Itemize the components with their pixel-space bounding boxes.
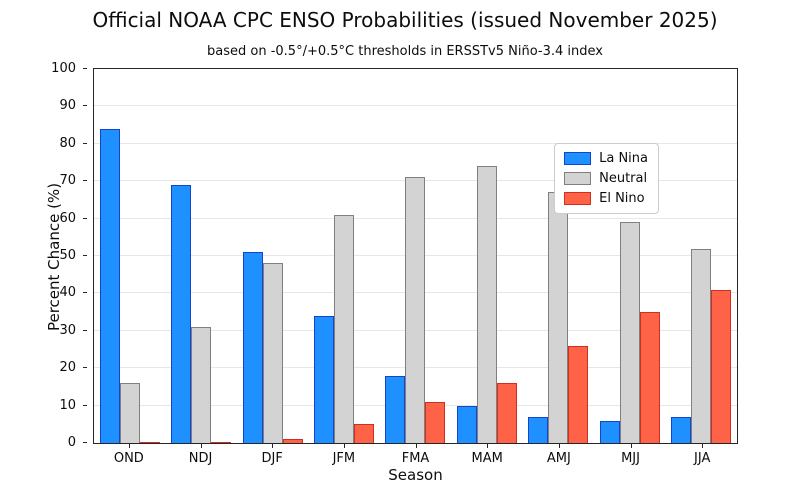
bar-neutral-ndj	[191, 327, 212, 443]
bar-la-nina-jja	[671, 416, 692, 443]
bar-neutral-djf	[262, 263, 283, 443]
x-tick-mark	[630, 444, 632, 448]
bar-group-ndj	[165, 69, 236, 443]
bar-la-nina-fma	[385, 375, 406, 443]
bar-el-nino-mjj	[639, 312, 660, 443]
gridline-80	[94, 142, 737, 144]
legend-label-el-nino: El Nino	[599, 191, 645, 206]
bar-la-nina-ond	[99, 128, 120, 443]
x-tick-label-mjj: MJJ	[595, 444, 667, 466]
x-tick-mark	[415, 444, 417, 448]
bar-la-nina-mjj	[599, 420, 620, 443]
y-tick-mark	[83, 142, 87, 144]
chart-title: Official NOAA CPC ENSO Probabilities (is…	[92, 8, 718, 32]
y-tick-label-90: 90	[59, 98, 76, 114]
bar-group-amj	[523, 69, 594, 443]
bar-el-nino-amj	[568, 345, 589, 443]
x-tick-label-jja: JJA	[666, 444, 738, 466]
bar-group-ond	[94, 69, 165, 443]
legend-label-la-nina: La Nina	[599, 151, 648, 166]
x-tick-mark	[200, 444, 202, 448]
bar-el-nino-mam	[496, 383, 517, 443]
y-tick-mark	[83, 105, 87, 107]
y-tick-mark	[83, 68, 87, 69]
gridline-90	[94, 105, 737, 107]
legend-swatch-la-nina	[564, 152, 592, 165]
bar-group-jja	[666, 69, 737, 443]
x-tick-mark	[702, 444, 704, 448]
legend-label-neutral: Neutral	[599, 171, 648, 186]
x-tick-label-ndj: NDJ	[165, 444, 237, 466]
x-tick-mark	[272, 444, 274, 448]
y-tick-label-70: 70	[59, 173, 76, 189]
y-tick-mark	[83, 217, 87, 219]
bar-el-nino-ndj	[211, 441, 232, 443]
bar-la-nina-amj	[528, 416, 549, 443]
y-tick-label-0: 0	[67, 435, 76, 450]
bar-la-nina-jfm	[314, 315, 335, 443]
legend-swatch-el-nino	[564, 192, 592, 205]
bar-el-nino-jja	[711, 289, 732, 443]
x-tick-label-fma: FMA	[380, 444, 452, 466]
x-tick-label-djf: DJF	[236, 444, 308, 466]
y-tick-label-50: 50	[59, 248, 76, 263]
y-tick-label-60: 60	[59, 210, 76, 226]
bar-la-nina-ndj	[171, 184, 192, 443]
legend-item-el-nino: El Nino	[564, 191, 648, 206]
bar-group-fma	[380, 69, 451, 443]
bar-group-mjj	[594, 69, 665, 443]
x-tick-label-jfm: JFM	[308, 444, 380, 466]
y-tick-label-100: 100	[51, 61, 76, 76]
x-tick-mark	[558, 444, 560, 448]
x-tick-mark	[343, 444, 345, 448]
y-tick-label-20: 20	[59, 360, 76, 376]
x-tick-mark	[128, 444, 130, 448]
x-tick-label-mam: MAM	[451, 444, 523, 466]
bar-neutral-mam	[476, 166, 497, 443]
legend: La Nina Neutral El Nino	[554, 143, 659, 214]
x-tick-label-amj: AMJ	[523, 444, 595, 466]
bar-group-djf	[237, 69, 308, 443]
y-axis-ticks: 0 10 20 30 40 50 60 70 80 90 100	[0, 61, 88, 450]
legend-swatch-neutral	[564, 172, 592, 185]
bar-neutral-ond	[119, 383, 140, 443]
bar-el-nino-djf	[282, 439, 303, 443]
legend-item-neutral: Neutral	[564, 171, 648, 186]
y-tick-mark	[83, 329, 87, 331]
plot-area: La Nina Neutral El Nino	[93, 68, 738, 444]
y-tick-mark	[83, 404, 87, 406]
bar-el-nino-fma	[425, 401, 446, 443]
chart-subtitle: based on -0.5°/+0.5°C thresholds in ERSS…	[207, 44, 603, 59]
bar-el-nino-jfm	[354, 424, 375, 443]
bar-la-nina-djf	[242, 252, 263, 443]
y-tick-mark	[83, 367, 87, 369]
bar-neutral-jfm	[334, 214, 355, 443]
x-tick-label-ond: OND	[93, 444, 165, 466]
bar-group-jfm	[308, 69, 379, 443]
bar-neutral-fma	[405, 177, 426, 443]
y-tick-mark	[83, 180, 87, 182]
bar-el-nino-ond	[139, 441, 160, 443]
legend-item-la-nina: La Nina	[564, 151, 648, 166]
x-axis-ticks: OND NDJ DJF JFM FMA MAM AMJ MJJ JJA	[93, 444, 738, 466]
y-tick-label-10: 10	[59, 397, 76, 413]
y-tick-label-80: 80	[59, 135, 76, 151]
bars	[94, 69, 737, 443]
y-tick-mark	[83, 292, 87, 294]
bar-neutral-jja	[691, 248, 712, 443]
bar-group-mam	[451, 69, 522, 443]
bar-la-nina-mam	[456, 405, 477, 443]
bar-neutral-amj	[548, 192, 569, 443]
y-tick-label-40: 40	[59, 285, 76, 301]
y-tick-label-30: 30	[59, 322, 76, 338]
x-tick-mark	[487, 444, 489, 448]
bar-neutral-mjj	[619, 222, 640, 443]
y-tick-mark	[83, 255, 87, 256]
x-axis-label: Season	[388, 466, 443, 484]
y-tick-mark	[83, 442, 87, 443]
